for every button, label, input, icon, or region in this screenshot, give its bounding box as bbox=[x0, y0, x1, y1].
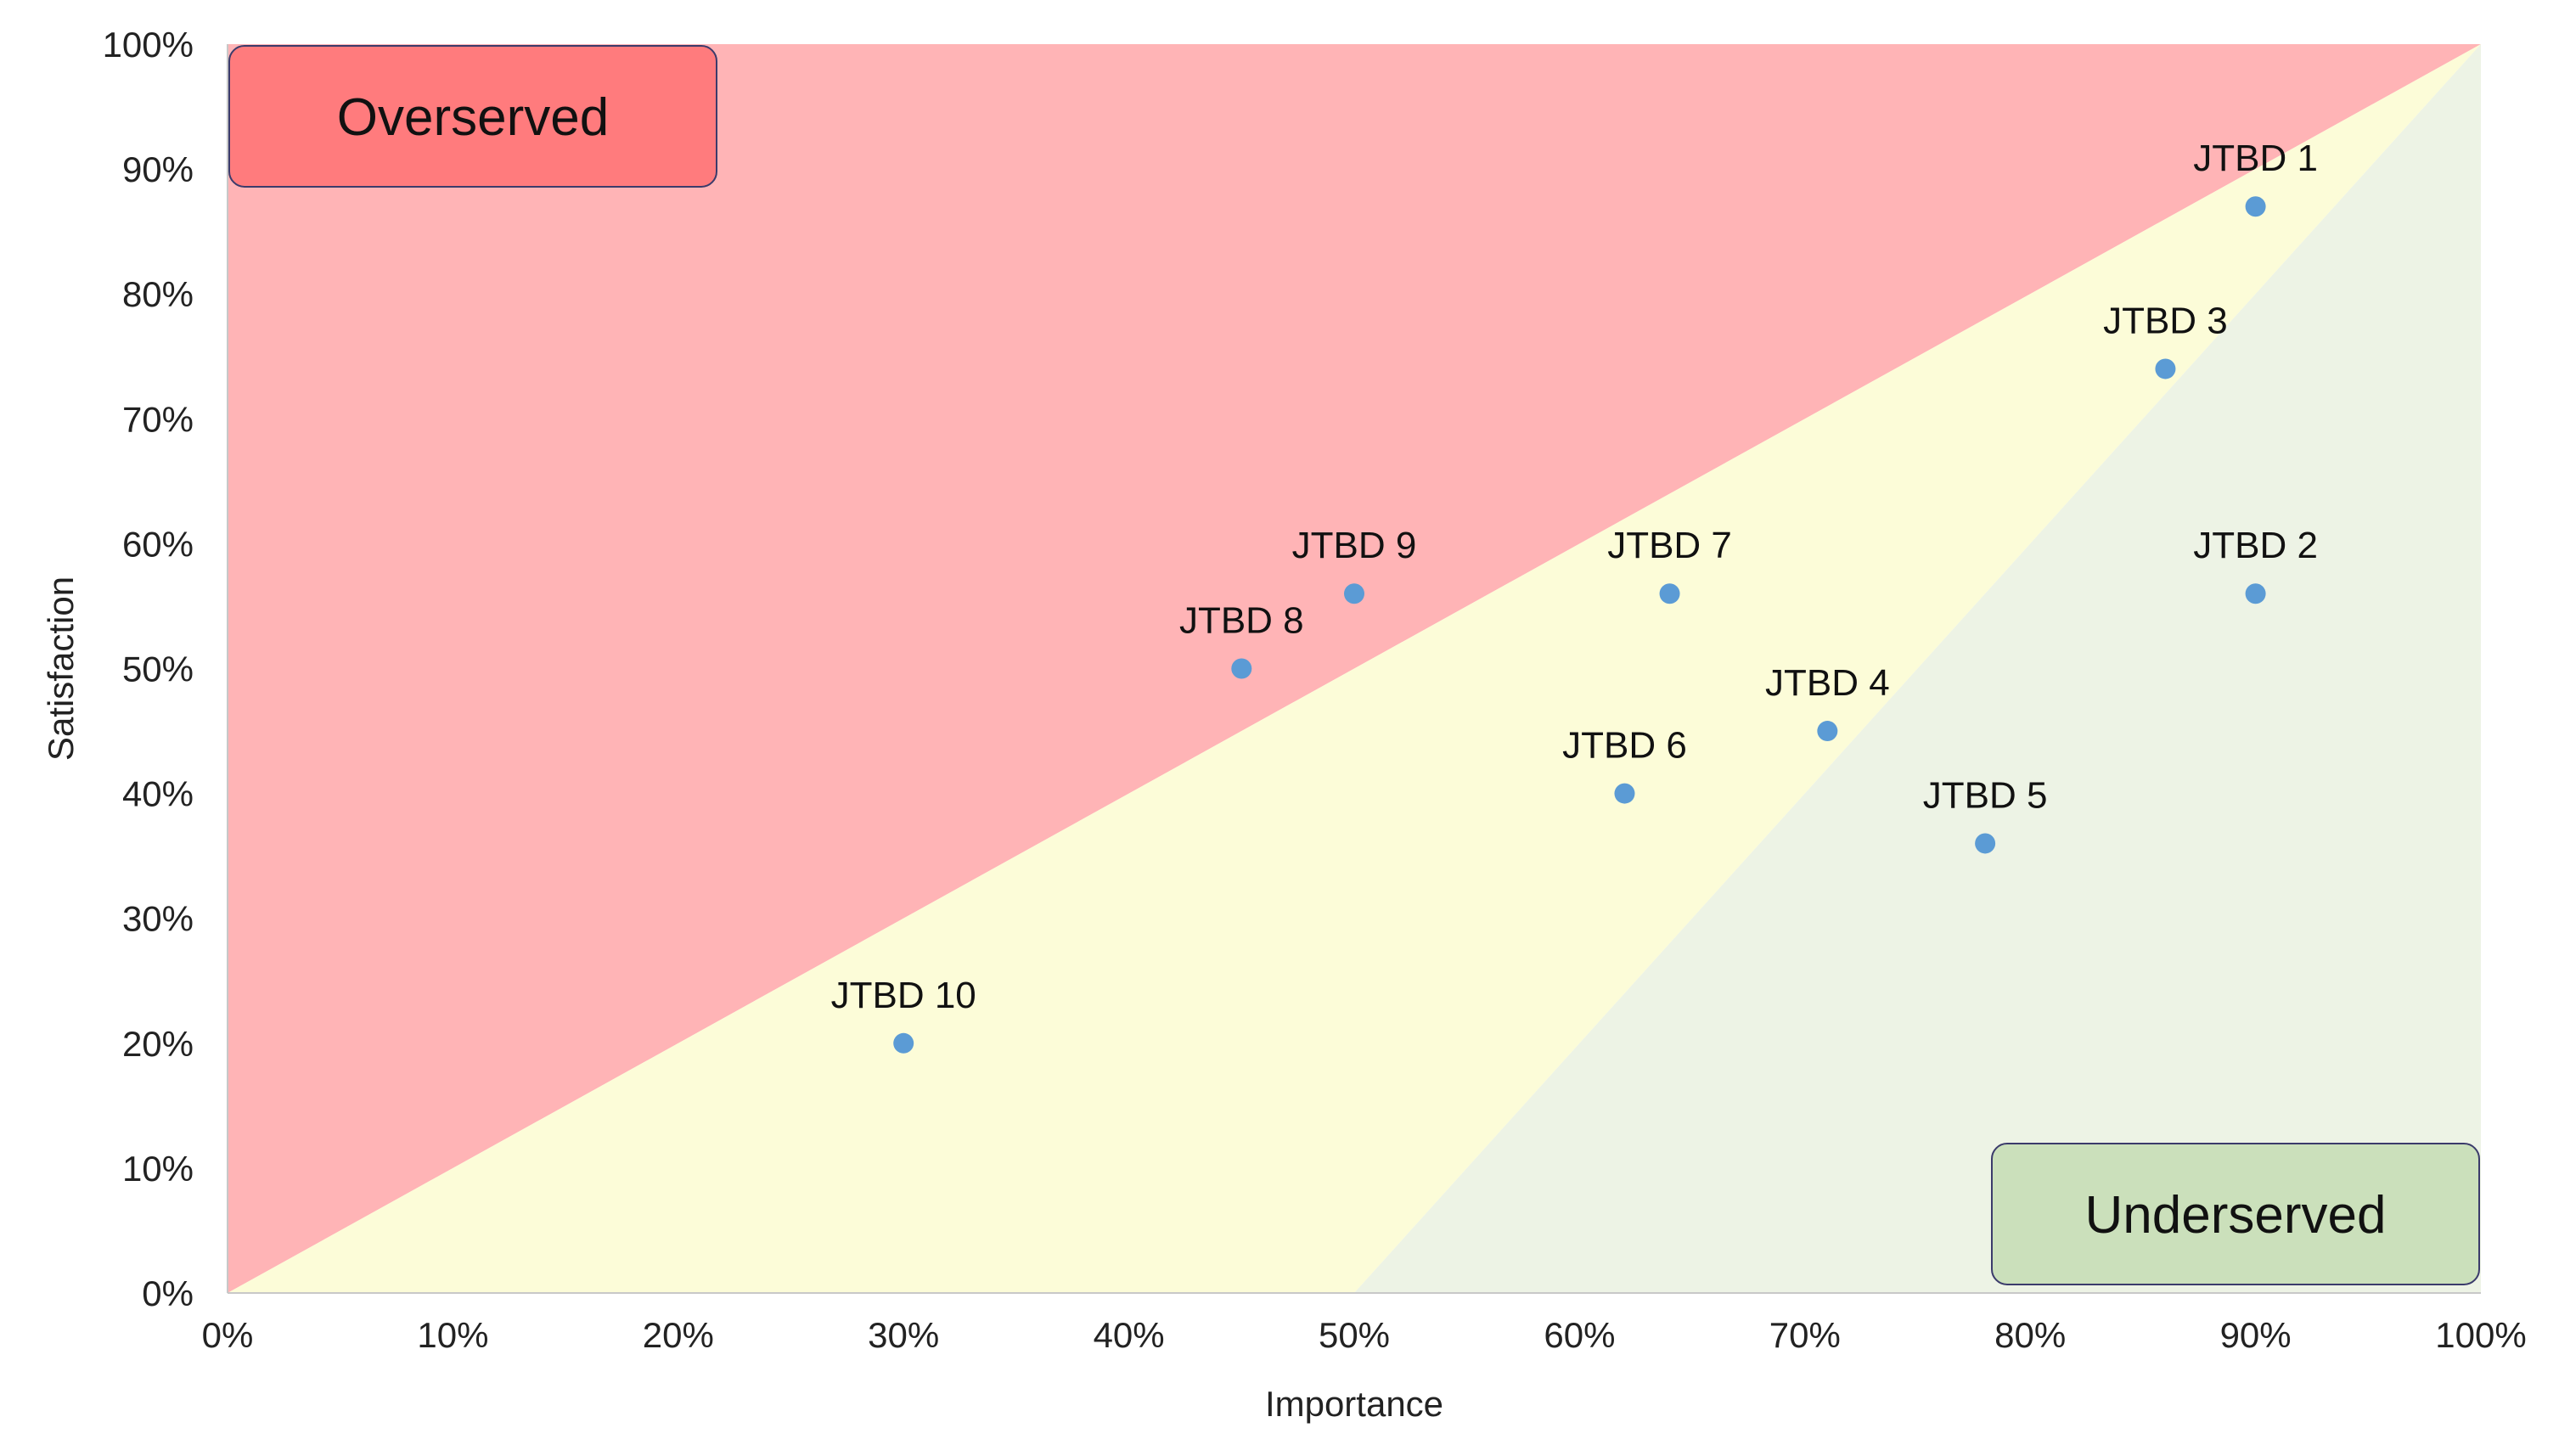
x-tick-label: 40% bbox=[1094, 1315, 1165, 1355]
y-tick-label: 70% bbox=[122, 399, 194, 439]
zone-label-overserved: Overserved bbox=[228, 45, 717, 188]
x-tick-label: 100% bbox=[2435, 1315, 2526, 1355]
x-tick-label: 80% bbox=[1994, 1315, 2066, 1355]
x-tick-label: 0% bbox=[202, 1315, 254, 1355]
point-label: JTBD 1 bbox=[2193, 138, 2318, 179]
point-marker bbox=[1817, 721, 1838, 742]
data-point-jtbd-9: JTBD 9 bbox=[1292, 525, 1417, 604]
data-point-jtbd-2: JTBD 2 bbox=[2193, 525, 2318, 604]
y-axis-title: Satisfaction bbox=[41, 576, 81, 761]
x-tick-label: 70% bbox=[1769, 1315, 1841, 1355]
x-tick-label: 10% bbox=[417, 1315, 488, 1355]
x-tick-label: 50% bbox=[1319, 1315, 1390, 1355]
point-marker bbox=[2245, 583, 2266, 604]
y-tick-label: 40% bbox=[122, 774, 194, 814]
region-middle bbox=[228, 44, 2481, 1293]
zone-label-text: Overserved bbox=[337, 88, 609, 147]
y-tick-label: 80% bbox=[122, 274, 194, 314]
data-point-jtbd-8: JTBD 8 bbox=[1179, 600, 1304, 679]
point-label: JTBD 6 bbox=[1562, 725, 1687, 767]
zone-annotations: Overserved Underserved bbox=[228, 45, 2480, 1285]
region-underserved bbox=[1354, 44, 2481, 1293]
y-tick-label: 90% bbox=[122, 149, 194, 189]
data-point-jtbd-6: JTBD 6 bbox=[1562, 725, 1687, 804]
point-label: JTBD 8 bbox=[1179, 600, 1304, 642]
point-marker bbox=[1614, 783, 1635, 804]
point-label: JTBD 9 bbox=[1292, 525, 1417, 566]
tick-labels: 0% 10% 20% 30% 40% 50% 60% 70% 80% 90% 100% 0% 10% 20… bbox=[103, 25, 2527, 1355]
point-marker bbox=[1344, 583, 1364, 604]
data-point-jtbd-7: JTBD 7 bbox=[1607, 525, 1732, 604]
y-tick-label: 0% bbox=[142, 1273, 194, 1313]
data-points: JTBD 1 JTBD 2 JTBD 3 JTBD 4 JTBD 5 JTBD 6 JTBD… bbox=[831, 138, 2318, 1054]
zone-label-underserved: Underserved bbox=[1991, 1143, 2480, 1285]
point-label: JTBD 3 bbox=[2103, 300, 2228, 341]
x-tick-label: 20% bbox=[643, 1315, 714, 1355]
y-tick-label: 30% bbox=[122, 899, 194, 939]
x-tick-label: 90% bbox=[2220, 1315, 2292, 1355]
y-tick-label: 50% bbox=[122, 649, 194, 689]
point-marker bbox=[1231, 658, 1252, 679]
x-tick-label: 30% bbox=[868, 1315, 939, 1355]
point-marker bbox=[2155, 358, 2176, 379]
x-tick-label: 60% bbox=[1544, 1315, 1615, 1355]
point-label: JTBD 7 bbox=[1607, 525, 1732, 566]
point-marker bbox=[2245, 196, 2266, 217]
y-tick-label: 100% bbox=[103, 25, 194, 65]
plot-regions bbox=[228, 44, 2481, 1293]
zone-label-box bbox=[228, 45, 717, 188]
point-label: JTBD 2 bbox=[2193, 525, 2318, 566]
x-axis-title: Importance bbox=[1265, 1384, 1443, 1424]
data-point-jtbd-10: JTBD 10 bbox=[831, 975, 976, 1054]
y-tick-label: 10% bbox=[122, 1149, 194, 1189]
point-label: JTBD 4 bbox=[1765, 662, 1890, 704]
data-point-jtbd-3: JTBD 3 bbox=[2103, 300, 2228, 379]
point-label: JTBD 10 bbox=[831, 975, 976, 1016]
data-point-jtbd-1: JTBD 1 bbox=[2193, 138, 2318, 217]
y-tick-label: 20% bbox=[122, 1024, 194, 1064]
point-marker bbox=[1659, 583, 1680, 604]
data-point-jtbd-5: JTBD 5 bbox=[1923, 774, 2048, 854]
zone-label-box bbox=[1991, 1143, 2480, 1285]
point-label: JTBD 5 bbox=[1923, 774, 2048, 816]
axes bbox=[227, 44, 2481, 1294]
point-marker bbox=[893, 1032, 914, 1054]
y-tick-label: 60% bbox=[122, 524, 194, 564]
data-point-jtbd-4: JTBD 4 bbox=[1765, 662, 1890, 742]
zone-label-text: Underserved bbox=[2085, 1186, 2387, 1245]
point-marker bbox=[1975, 833, 1996, 854]
